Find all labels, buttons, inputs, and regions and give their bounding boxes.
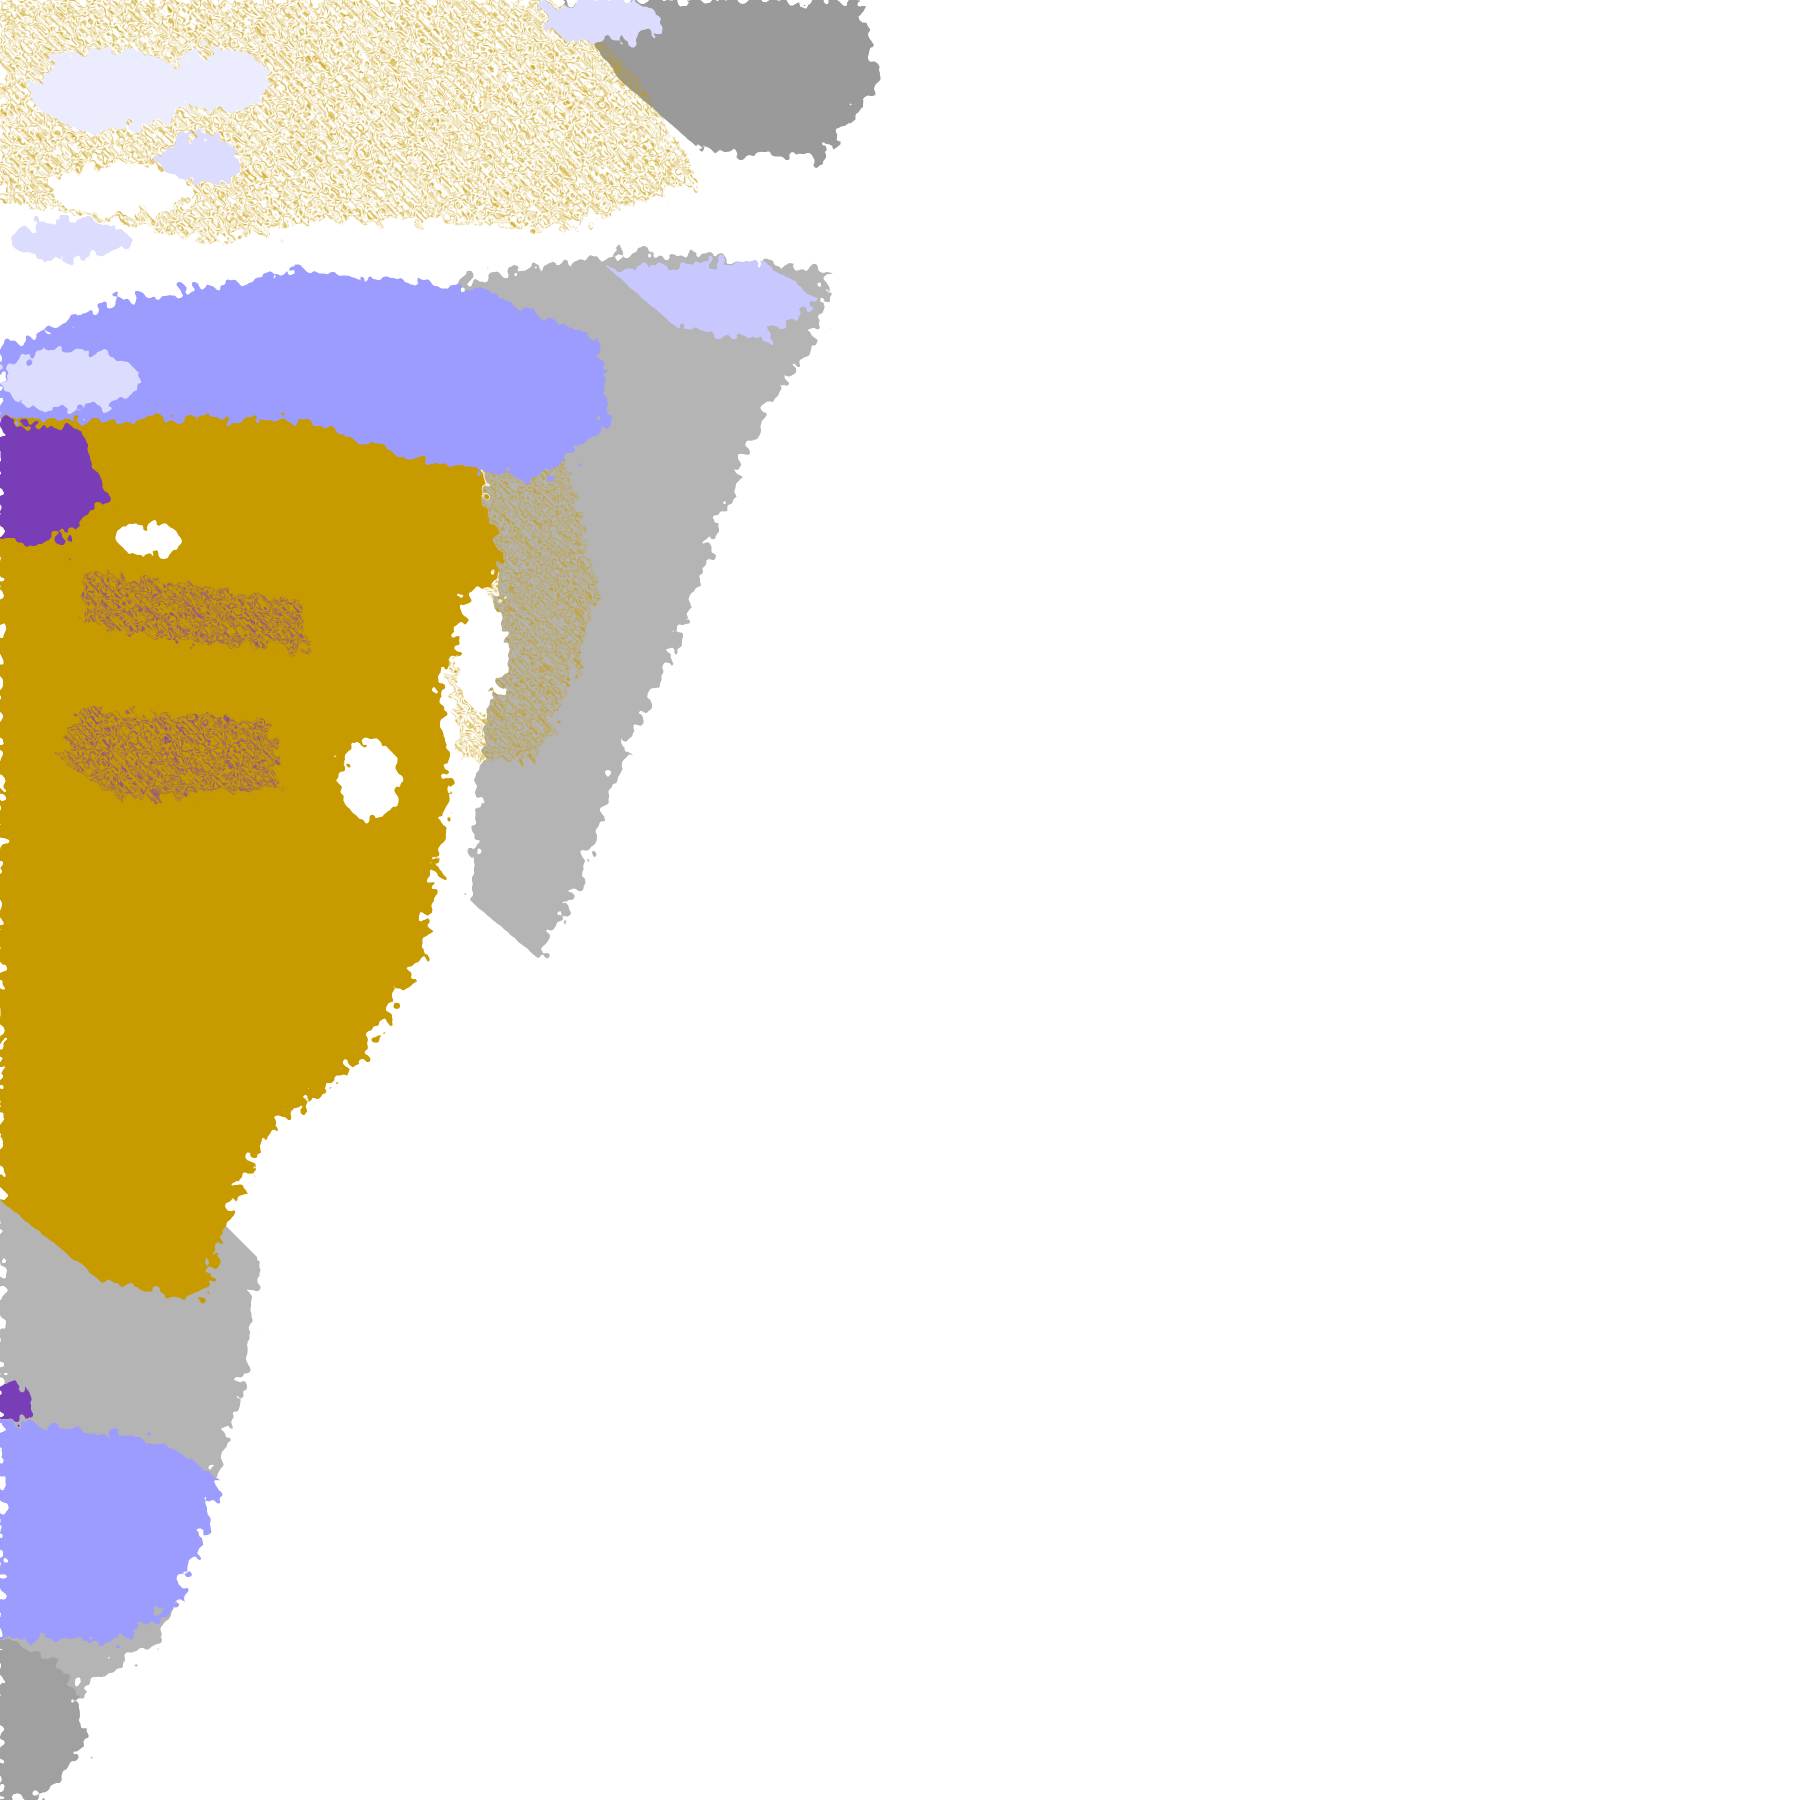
lavender-pale-cloud-3 [160, 135, 240, 185]
lavender-pale-cloud-1 [30, 50, 190, 130]
clear-gap-2 [270, 222, 390, 258]
gray-region-north [560, 0, 880, 160]
gray-region-sw [0, 1640, 90, 1800]
purple-layer [0, 420, 310, 1420]
clear-gap-5 [455, 590, 505, 710]
purple-region-lower [60, 710, 280, 800]
gaps-layer [50, 165, 505, 820]
clear-gap-1 [50, 165, 190, 215]
purple-region-south [0, 1380, 30, 1420]
lavender-band [0, 270, 610, 480]
clear-gap-4 [340, 740, 400, 820]
lavender-pale-cloud-4 [10, 220, 130, 260]
lavender-pale-cloud-5 [540, 0, 660, 42]
lavender-pale-cloud-6 [0, 350, 140, 410]
lavender-pale-cloud-2 [170, 50, 270, 110]
lavender-south [0, 1420, 220, 1640]
lavender-patch-ne [610, 260, 820, 340]
purple-region-west [0, 420, 110, 540]
purple-region-mid [80, 570, 310, 650]
clear-gap-3 [120, 522, 180, 558]
lavender-layer [0, 0, 820, 1640]
